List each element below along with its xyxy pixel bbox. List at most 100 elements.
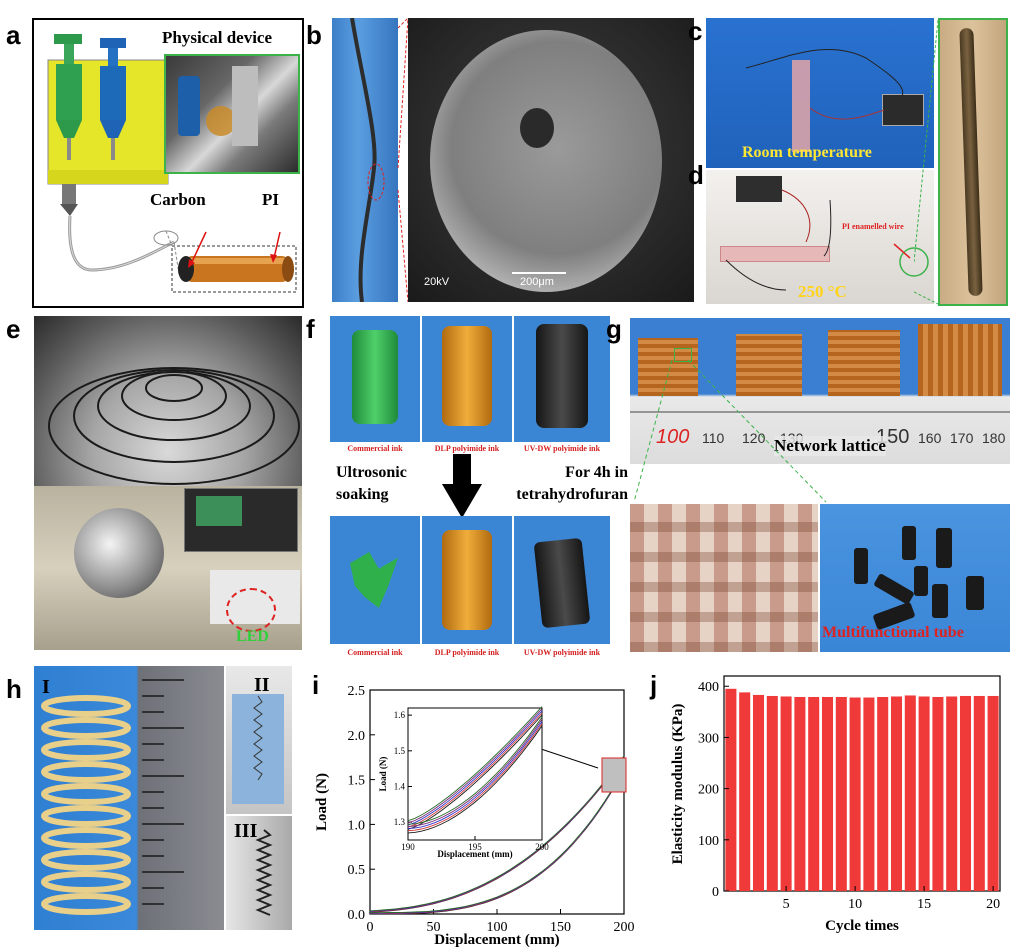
inset-y-tick-label: 1.3 — [394, 817, 406, 827]
spring-test-photo-II: II — [226, 666, 292, 814]
uvdw-tube-before — [514, 316, 610, 442]
spring-test-photo-III: III — [226, 816, 292, 930]
down-arrow — [442, 454, 482, 518]
load-displacement-chart: 0.0 0.5 1.0 1.5 2.0 2.5 0 50 100 150 200 1.3 1.4 1.… — [314, 684, 635, 948]
x-tick-label: 150 — [550, 920, 571, 935]
tubes-photo: Multifunctional tube — [820, 504, 1010, 652]
zoom-lines-d — [914, 19, 939, 305]
panel-label-b: b — [306, 20, 322, 50]
x-axis-label-j: Cycle times — [825, 918, 899, 934]
y-tick-label: 1.0 — [348, 818, 366, 833]
fiber-photo — [332, 18, 398, 302]
bar — [973, 695, 985, 891]
inset-loading-curve — [407, 712, 543, 828]
inset-x-tick-label: 190 — [401, 842, 415, 852]
dome-photo — [34, 316, 302, 486]
led-setup-photo: LED — [34, 486, 302, 650]
bar — [904, 695, 916, 891]
x-tick-label: 50 — [427, 920, 441, 935]
inset-y-tick-label: 1.6 — [394, 710, 406, 720]
inset-loading-curve — [407, 708, 543, 824]
ruler-110: 110 — [702, 430, 725, 446]
unloading-curve — [370, 768, 625, 914]
y-tick-label: 1.5 — [348, 774, 366, 789]
bar — [808, 696, 820, 891]
commercial-tube-before — [330, 316, 420, 442]
x-tick-label: 100 — [487, 920, 508, 935]
ruler-170: 170 — [950, 430, 974, 446]
label-III: III — [234, 820, 258, 842]
caption-bottom-2: DLP polyimide ink — [434, 648, 500, 657]
inset-x-tick-label: 200 — [535, 842, 549, 852]
bar — [959, 695, 972, 891]
label-II: II — [254, 674, 270, 696]
panel-label-f: f — [306, 314, 315, 344]
zoom-box — [601, 757, 627, 793]
x-tick-label: 200 — [614, 920, 635, 935]
inset-loading-curve — [407, 706, 543, 822]
panel-label-a: a — [6, 20, 21, 50]
sem-voltage: 20kV — [424, 276, 450, 288]
inset-ylabel: Load (N) — [378, 757, 388, 792]
caption-top-3: UV-DW polyimide ink — [523, 444, 601, 453]
bar — [780, 696, 792, 891]
bar — [918, 696, 930, 891]
room-temperature-label: Room temperature — [742, 144, 872, 161]
ruler-120: 120 — [742, 430, 766, 446]
inset-unloading-curve — [407, 719, 543, 827]
printer-schematic — [47, 34, 297, 293]
x-axis-label-i: Displacement (mm) — [434, 932, 559, 948]
y-tick-label: 200 — [698, 783, 719, 798]
bar — [766, 695, 778, 891]
inset-x-tick-label: 195 — [468, 842, 482, 852]
y-tick-label: 2.5 — [348, 684, 366, 699]
y-tick-label: 0.5 — [348, 863, 366, 878]
bar — [863, 697, 875, 891]
inset-unloading-curve — [407, 721, 543, 830]
ultrasonic-soaking-label: Ultrosonic soaking — [336, 464, 407, 503]
zoom-lines-g — [633, 359, 827, 503]
x-tick-label: 20 — [986, 897, 1000, 912]
commercial-tube-after — [330, 516, 420, 644]
inset-unloading-curve — [407, 717, 543, 825]
y-tick-label: 100 — [698, 834, 719, 849]
led-label: LED — [236, 628, 269, 645]
panel-label-i: i — [312, 670, 320, 700]
bar — [725, 688, 737, 891]
panel-label-g: g — [606, 314, 622, 344]
panel-label-j: j — [650, 670, 658, 700]
lattice-photo: 100 110 120 130 150 160 170 180 Network … — [630, 318, 1010, 464]
x-tick-label: 15 — [917, 897, 931, 912]
multifunctional-tube-label: Multifunctional tube — [822, 624, 964, 641]
heated-photo: PI enamelled wire 250 °C — [706, 170, 934, 304]
y-tick-label: 2.0 — [348, 729, 366, 744]
inset-xlabel: Displacement (mm) — [437, 849, 512, 859]
uvdw-tube-after — [514, 516, 610, 644]
caption-top-1: Commercial ink — [347, 444, 403, 453]
bar — [752, 694, 765, 891]
bar — [849, 697, 861, 891]
plot-frame-j — [723, 675, 1001, 892]
caption-top-2: DLP polyimide ink — [434, 444, 500, 453]
bar — [877, 696, 889, 891]
inset-y-tick-label: 1.4 — [394, 781, 406, 791]
bar — [890, 696, 903, 891]
elasticity-modulus-chart: 0 100 200 300 400 5 10 15 20 Cycle times Elasti… — [670, 675, 1001, 934]
physical-device-label: Physical device — [162, 28, 273, 47]
lattice-closeup-photo — [630, 504, 818, 652]
sem-image: 20kV 200μm — [408, 18, 694, 302]
dlp-tube-before — [422, 316, 512, 442]
y-tick-label: 0 — [712, 885, 719, 900]
y-axis-label-j: Elasticity modulus (KPa) — [670, 704, 686, 865]
x-tick-label: 10 — [848, 897, 862, 912]
pi-enamelled-wire-label: PI enamelled wire — [842, 222, 904, 231]
zoom-lines-b — [397, 18, 409, 302]
y-tick-label: 0.0 — [348, 908, 366, 923]
tetrahydrofuran-label: For 4h in tetrahydrofuran — [516, 464, 628, 503]
dlp-tube-after — [422, 516, 512, 644]
inset-loading-curve — [407, 714, 543, 830]
ruler-100: 100 — [656, 426, 690, 448]
bar — [932, 696, 944, 891]
y-tick-label: 300 — [698, 731, 719, 746]
ruler-160: 160 — [918, 430, 942, 446]
